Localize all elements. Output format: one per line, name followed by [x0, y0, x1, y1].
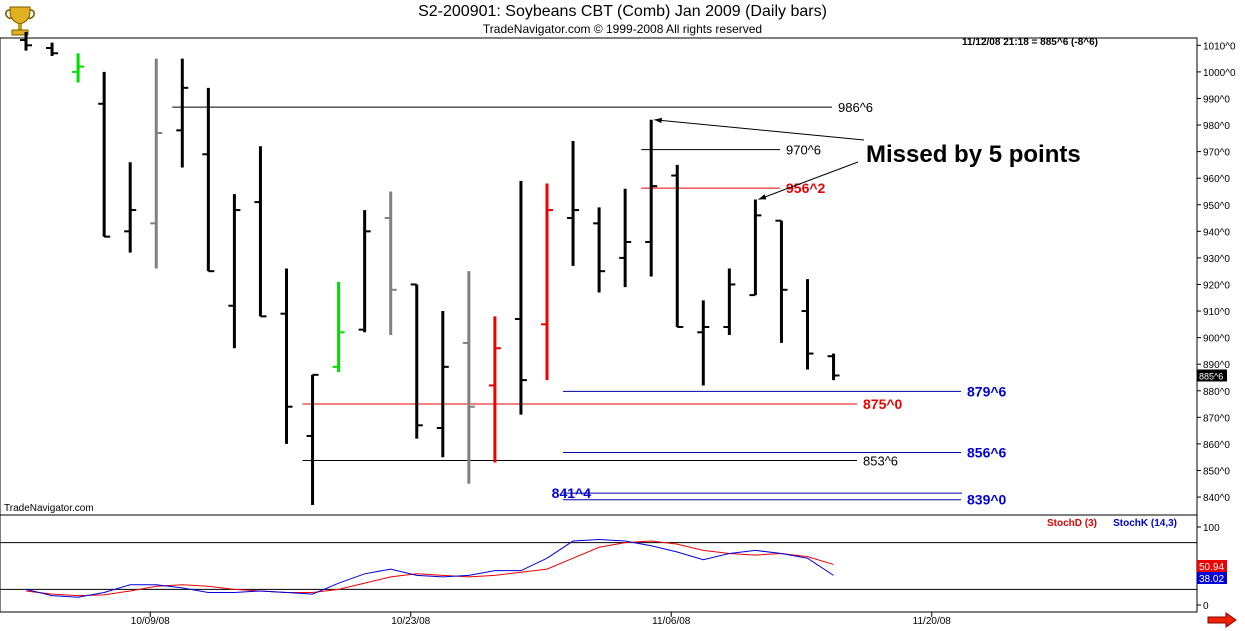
page-subtitle: TradeNavigator.com © 1999-2008 All right…	[482, 22, 763, 36]
legend-stochk: StochK (14,3)	[1113, 518, 1177, 529]
stoch-value-tag	[1197, 572, 1227, 584]
current-price-tag	[1197, 369, 1227, 382]
title-bar: S2-200901: Soybeans CBT (Comb) Jan 2009 …	[0, 0, 1245, 38]
stoch-tick-label: 0	[1203, 601, 1209, 612]
y-tick-label: 850^0	[1203, 466, 1230, 477]
level-label: 879^6	[967, 383, 1007, 399]
stoch-line	[25, 540, 834, 597]
watermark: TradeNavigator.com	[4, 503, 94, 514]
page-title: S2-200901: Soybeans CBT (Comb) Jan 2009 …	[418, 3, 827, 20]
level-label: 956^2	[786, 180, 826, 196]
y-tick-label: 980^0	[1203, 121, 1230, 132]
level-label: 841^4	[552, 485, 592, 501]
annotation-arrow	[758, 161, 859, 200]
level-label: 839^0	[967, 492, 1007, 508]
legend-stochd: StochD (3)	[1047, 518, 1097, 529]
stoch-value-tag	[1197, 560, 1227, 572]
price-y-axis: 840^0 850^0 860^0 870^0 880^0 890^0 900^0 910^0…	[1197, 41, 1236, 504]
x-tick-label: 11/06/08	[652, 616, 691, 627]
y-tick-label: 880^0	[1203, 387, 1230, 398]
level-label: 875^0	[863, 396, 903, 412]
y-tick-label: 870^0	[1203, 413, 1230, 424]
level-label: 986^6	[838, 100, 873, 115]
x-tick-label: 11/20/08	[913, 616, 952, 627]
y-tick-label: 940^0	[1203, 227, 1230, 238]
date-x-axis: 10/09/08 10/23/08 11/06/08 11/20/08	[131, 612, 951, 627]
stoch-tick-label: 100	[1203, 523, 1220, 534]
y-tick-label: 920^0	[1203, 280, 1230, 291]
y-tick-label: 910^0	[1203, 307, 1230, 318]
y-tick-label: 930^0	[1203, 254, 1230, 265]
annotation: Missed by 5 points	[654, 117, 1081, 200]
y-tick-label: 1010^0	[1203, 41, 1236, 52]
x-tick-label: 10/23/08	[391, 616, 430, 627]
y-tick-label: 860^0	[1203, 440, 1230, 451]
y-tick-label: 960^0	[1203, 174, 1230, 185]
stoch-value-label: 50.94	[1199, 562, 1224, 573]
level-label: 970^6	[786, 143, 821, 158]
stoch-value-label: 38.02	[1199, 574, 1224, 585]
y-tick-label: 840^0	[1203, 493, 1230, 504]
level-label: 856^6	[967, 445, 1007, 461]
current-price-label: 885^6	[1199, 371, 1223, 381]
annotation-arrowhead	[654, 117, 662, 124]
trophy-logo-icon	[5, 6, 35, 36]
scroll-right-arrow-icon[interactable]	[1206, 612, 1238, 628]
y-tick-label: 890^0	[1203, 360, 1230, 371]
annotation-text: Missed by 5 points	[866, 141, 1081, 168]
y-tick-label: 950^0	[1203, 201, 1230, 212]
stoch-panel-frame	[0, 514, 1198, 613]
ohlc-bars: 885^6	[20, 32, 1227, 506]
stoch-line	[25, 538, 834, 598]
y-tick-label: 1000^0	[1203, 68, 1236, 79]
x-tick-label: 10/09/08	[131, 616, 170, 627]
y-tick-label: 970^0	[1203, 148, 1230, 159]
annotation-arrow	[654, 119, 865, 141]
y-tick-label: 990^0	[1203, 94, 1230, 105]
annotation-arrowhead	[758, 194, 767, 200]
y-tick-label: 900^0	[1203, 334, 1230, 345]
support-resistance-levels: 986^6 970^6 956^2 879^6 875^0 856^6 853^6 841^4…	[172, 100, 1007, 508]
info-line: 11/12/08 21:18 = 885^6 (-8^6)	[962, 37, 1098, 48]
level-label: 853^6	[863, 454, 898, 469]
